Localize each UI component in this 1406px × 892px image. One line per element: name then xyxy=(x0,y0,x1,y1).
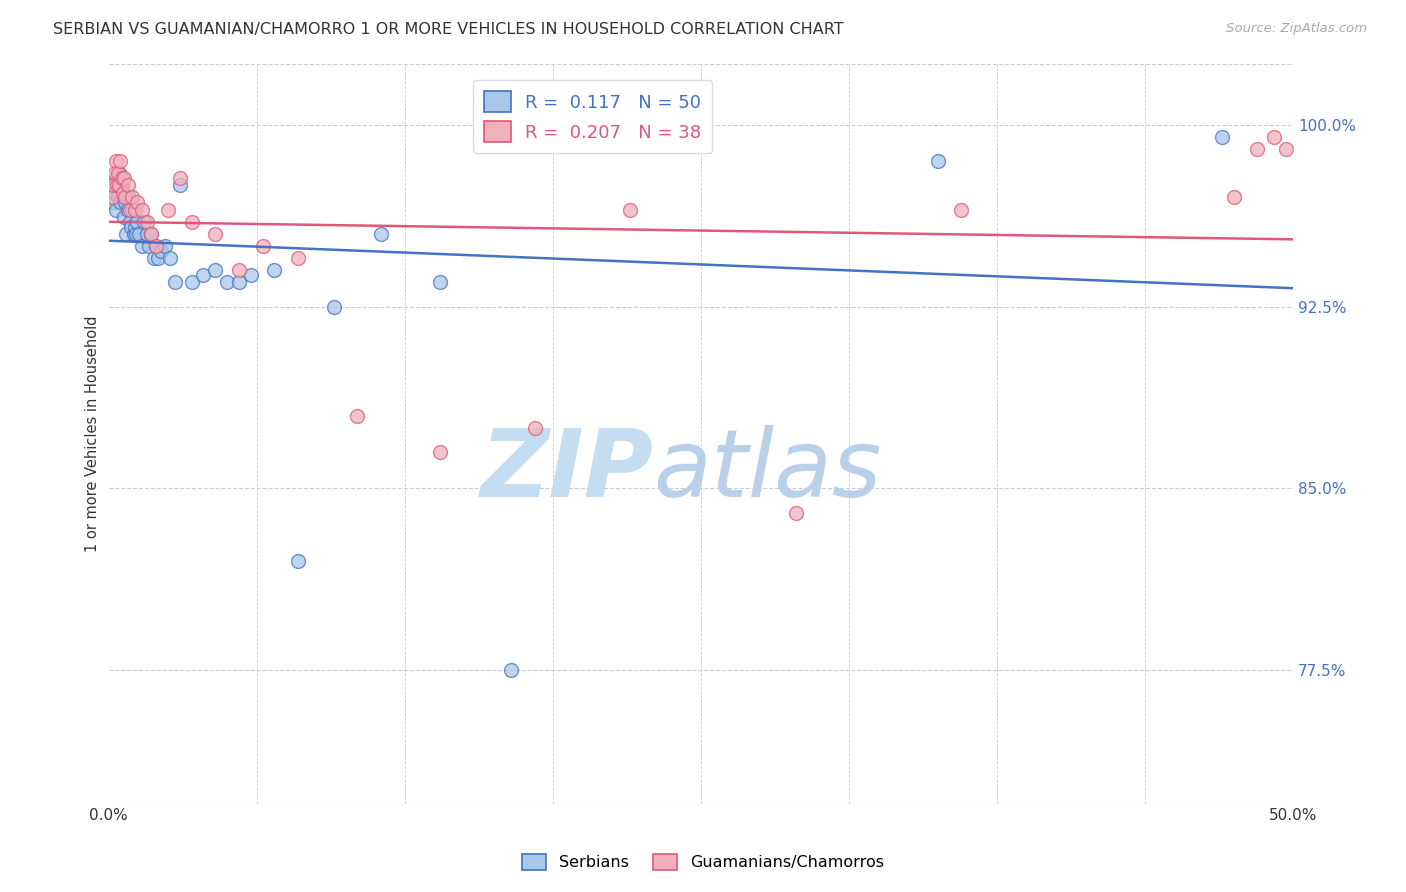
Point xyxy=(145,239,167,253)
Point xyxy=(370,227,392,241)
Point xyxy=(156,202,179,217)
Point xyxy=(122,227,145,241)
Point xyxy=(169,178,191,193)
Point xyxy=(619,202,641,217)
Point xyxy=(141,227,163,241)
Point xyxy=(108,166,131,180)
Point xyxy=(135,227,157,241)
Text: ZIP: ZIP xyxy=(481,425,654,516)
Point xyxy=(107,166,129,180)
Y-axis label: 1 or more Vehicles in Household: 1 or more Vehicles in Household xyxy=(86,316,100,552)
Legend: R =  0.117   N = 50, R =  0.207   N = 38: R = 0.117 N = 50, R = 0.207 N = 38 xyxy=(472,80,713,153)
Point xyxy=(138,239,160,253)
Point xyxy=(215,275,238,289)
Point xyxy=(104,202,127,217)
Point xyxy=(252,239,274,253)
Point xyxy=(118,202,141,217)
Point xyxy=(1211,129,1233,144)
Point xyxy=(111,186,134,200)
Point xyxy=(110,154,132,169)
Point xyxy=(131,239,153,253)
Point xyxy=(101,178,124,193)
Point xyxy=(121,202,143,217)
Point xyxy=(107,190,129,204)
Point xyxy=(950,202,973,217)
Point xyxy=(163,275,186,289)
Point xyxy=(118,215,141,229)
Point xyxy=(111,178,134,193)
Point xyxy=(155,239,177,253)
Point xyxy=(141,227,163,241)
Point xyxy=(120,219,142,234)
Point xyxy=(228,275,250,289)
Point xyxy=(524,421,547,435)
Point xyxy=(159,251,181,265)
Point xyxy=(346,409,368,423)
Point xyxy=(111,171,134,186)
Point xyxy=(103,166,125,180)
Point xyxy=(101,190,124,204)
Point xyxy=(239,268,262,282)
Point xyxy=(111,190,134,204)
Point xyxy=(103,178,125,193)
Point xyxy=(135,215,157,229)
Point xyxy=(104,154,127,169)
Point xyxy=(112,171,135,186)
Point xyxy=(114,195,136,210)
Point xyxy=(118,190,141,204)
Point xyxy=(1263,129,1285,144)
Point xyxy=(429,275,451,289)
Point xyxy=(103,195,125,210)
Point xyxy=(124,202,146,217)
Point xyxy=(124,219,146,234)
Point xyxy=(204,263,226,277)
Point xyxy=(204,227,226,241)
Point xyxy=(142,251,165,265)
Point xyxy=(145,239,167,253)
Point xyxy=(112,210,135,224)
Point xyxy=(121,190,143,204)
Text: Source: ZipAtlas.com: Source: ZipAtlas.com xyxy=(1226,22,1367,36)
Point xyxy=(108,178,131,193)
Point xyxy=(149,244,172,258)
Point xyxy=(110,195,132,210)
Point xyxy=(501,663,523,677)
Legend: Serbians, Guamanians/Chamorros: Serbians, Guamanians/Chamorros xyxy=(516,847,890,877)
Point xyxy=(125,195,148,210)
Point xyxy=(105,178,128,193)
Text: atlas: atlas xyxy=(654,425,882,516)
Point xyxy=(927,154,949,169)
Point xyxy=(134,215,156,229)
Point xyxy=(180,215,202,229)
Point xyxy=(148,251,170,265)
Point xyxy=(128,227,150,241)
Point xyxy=(131,202,153,217)
Point xyxy=(117,202,139,217)
Point xyxy=(125,215,148,229)
Point xyxy=(1223,190,1246,204)
Point xyxy=(287,251,309,265)
Point xyxy=(115,227,138,241)
Point xyxy=(322,300,344,314)
Point xyxy=(114,190,136,204)
Point xyxy=(287,554,309,568)
Point xyxy=(125,227,148,241)
Point xyxy=(193,268,215,282)
Point xyxy=(785,506,807,520)
Point xyxy=(105,171,128,186)
Point xyxy=(117,178,139,193)
Point xyxy=(1275,142,1298,156)
Point xyxy=(169,171,191,186)
Point xyxy=(429,445,451,459)
Point xyxy=(180,275,202,289)
Point xyxy=(263,263,285,277)
Point xyxy=(1246,142,1268,156)
Text: SERBIAN VS GUAMANIAN/CHAMORRO 1 OR MORE VEHICLES IN HOUSEHOLD CORRELATION CHART: SERBIAN VS GUAMANIAN/CHAMORRO 1 OR MORE … xyxy=(53,22,844,37)
Point xyxy=(228,263,250,277)
Point xyxy=(103,186,125,200)
